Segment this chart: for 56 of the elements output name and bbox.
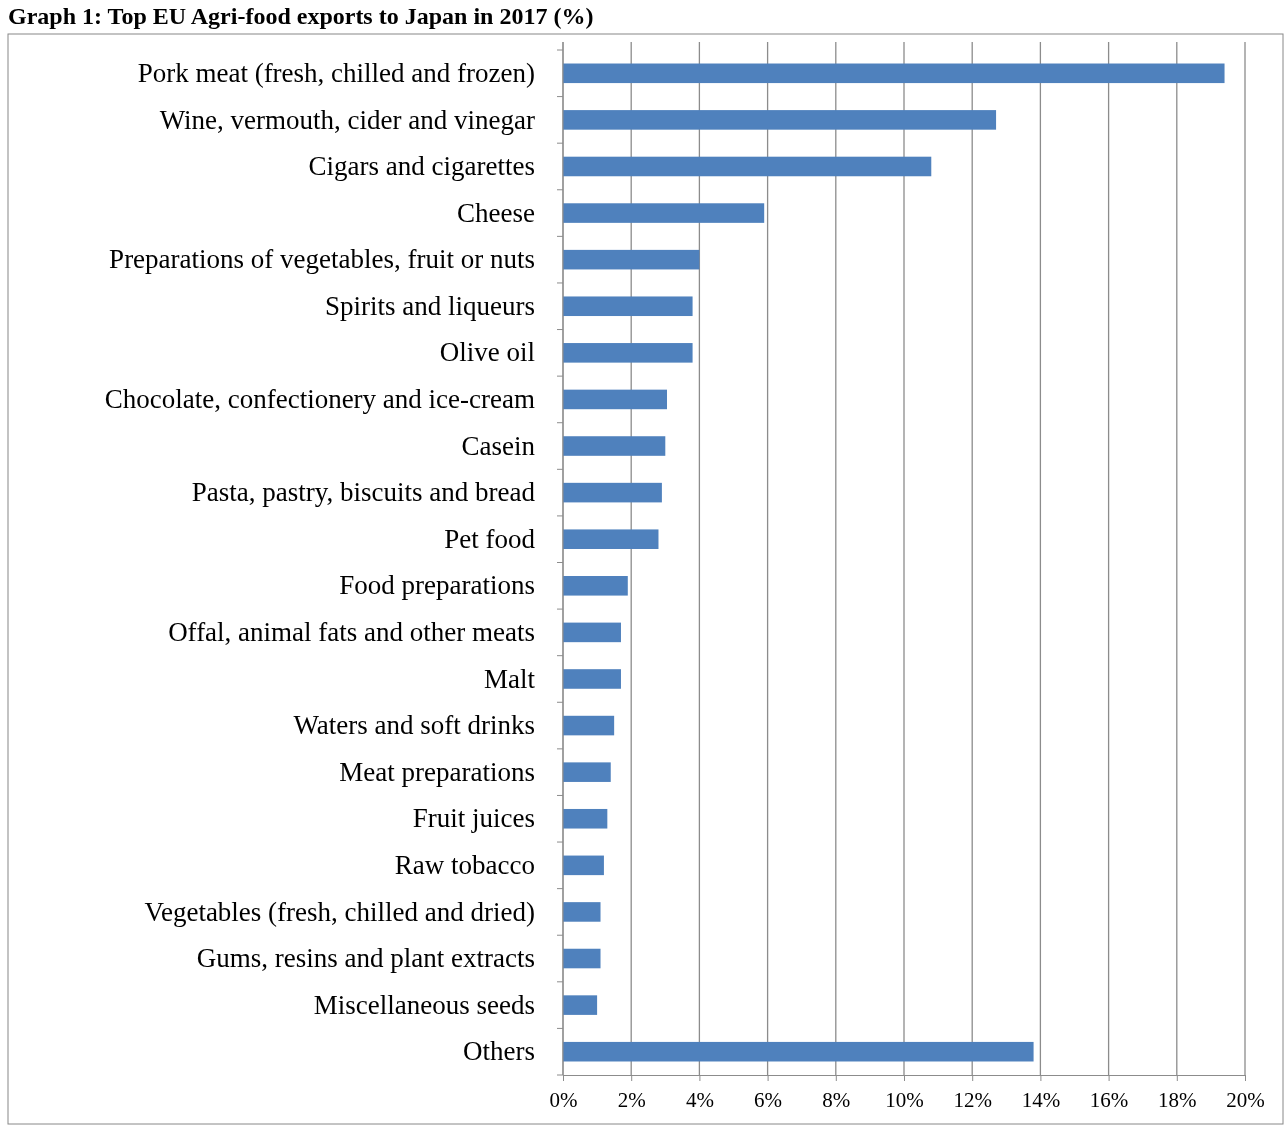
- x-tick-label: 8%: [822, 1088, 851, 1113]
- bar: [563, 482, 662, 503]
- y-tick-label: Chocolate, confectionery and ice-cream: [104, 384, 535, 415]
- bar: [563, 63, 1225, 84]
- y-tick-label: Spirits and liqueurs: [325, 290, 535, 321]
- bar: [563, 995, 598, 1015]
- y-tick-label: Pasta, pastry, biscuits and bread: [191, 477, 536, 508]
- bar: [563, 1041, 1034, 1062]
- x-tick-label: 4%: [685, 1088, 714, 1113]
- x-tick-label: 12%: [953, 1088, 992, 1113]
- y-tick-label: Preparations of vegetables, fruit or nuts: [109, 244, 535, 275]
- x-tick-label: 10%: [885, 1088, 924, 1113]
- y-tick-label: Olive oil: [439, 337, 535, 368]
- y-tick-label: Vegetables (fresh, chilled and dried): [144, 896, 535, 927]
- x-tick-label: 18%: [1158, 1088, 1197, 1113]
- y-tick-label: Casein: [461, 430, 536, 461]
- y-tick-label: Miscellaneous seeds: [313, 989, 535, 1020]
- x-tick-label: 20%: [1226, 1088, 1265, 1113]
- bar: [563, 249, 700, 270]
- bar: [563, 622, 621, 643]
- bar: [563, 203, 765, 223]
- y-tick-label: Malt: [484, 663, 536, 694]
- bar: [563, 576, 628, 596]
- y-tick-label: Meat preparations: [339, 756, 535, 787]
- bar: [563, 156, 932, 177]
- y-tick-label: Fruit juices: [412, 803, 535, 834]
- bar: [563, 715, 615, 736]
- x-tick-label: 0%: [549, 1088, 578, 1113]
- y-tick-label: Cigars and cigarettes: [308, 151, 535, 182]
- x-tick-label: 6%: [754, 1088, 783, 1113]
- y-tick-label: Raw tobacco: [394, 849, 535, 880]
- y-tick-label: Gums, resins and plant extracts: [196, 943, 535, 974]
- bar: [563, 110, 997, 130]
- bar: [563, 808, 608, 829]
- bar: [563, 762, 611, 782]
- bar: [563, 669, 621, 689]
- y-tick-label: Pork meat (fresh, chilled and frozen): [137, 57, 535, 88]
- bar: [563, 529, 659, 549]
- bar: [563, 343, 693, 363]
- y-tick-label: Offal, animal fats and other meats: [168, 617, 535, 648]
- bar: [563, 436, 666, 456]
- bar: [563, 948, 601, 969]
- y-tick-label: Pet food: [444, 523, 536, 554]
- y-tick-label: Wine, vermouth, cider and vinegar: [159, 104, 535, 135]
- bar: [563, 902, 601, 922]
- y-tick-label: Cheese: [457, 197, 536, 228]
- bar: [563, 389, 668, 410]
- y-tick-label: Waters and soft drinks: [293, 710, 535, 741]
- text: Graph 1: Top EU Agri-food exports to Japan in 2017 (%): [8, 3, 594, 29]
- bar: [563, 296, 693, 317]
- y-tick-label: Others: [463, 1036, 535, 1067]
- x-tick-label: 14%: [1021, 1088, 1061, 1113]
- y-tick-label: Food preparations: [339, 570, 535, 601]
- x-tick-label: 16%: [1089, 1088, 1129, 1113]
- bar: [563, 855, 604, 876]
- x-tick-label: 2%: [617, 1088, 646, 1113]
